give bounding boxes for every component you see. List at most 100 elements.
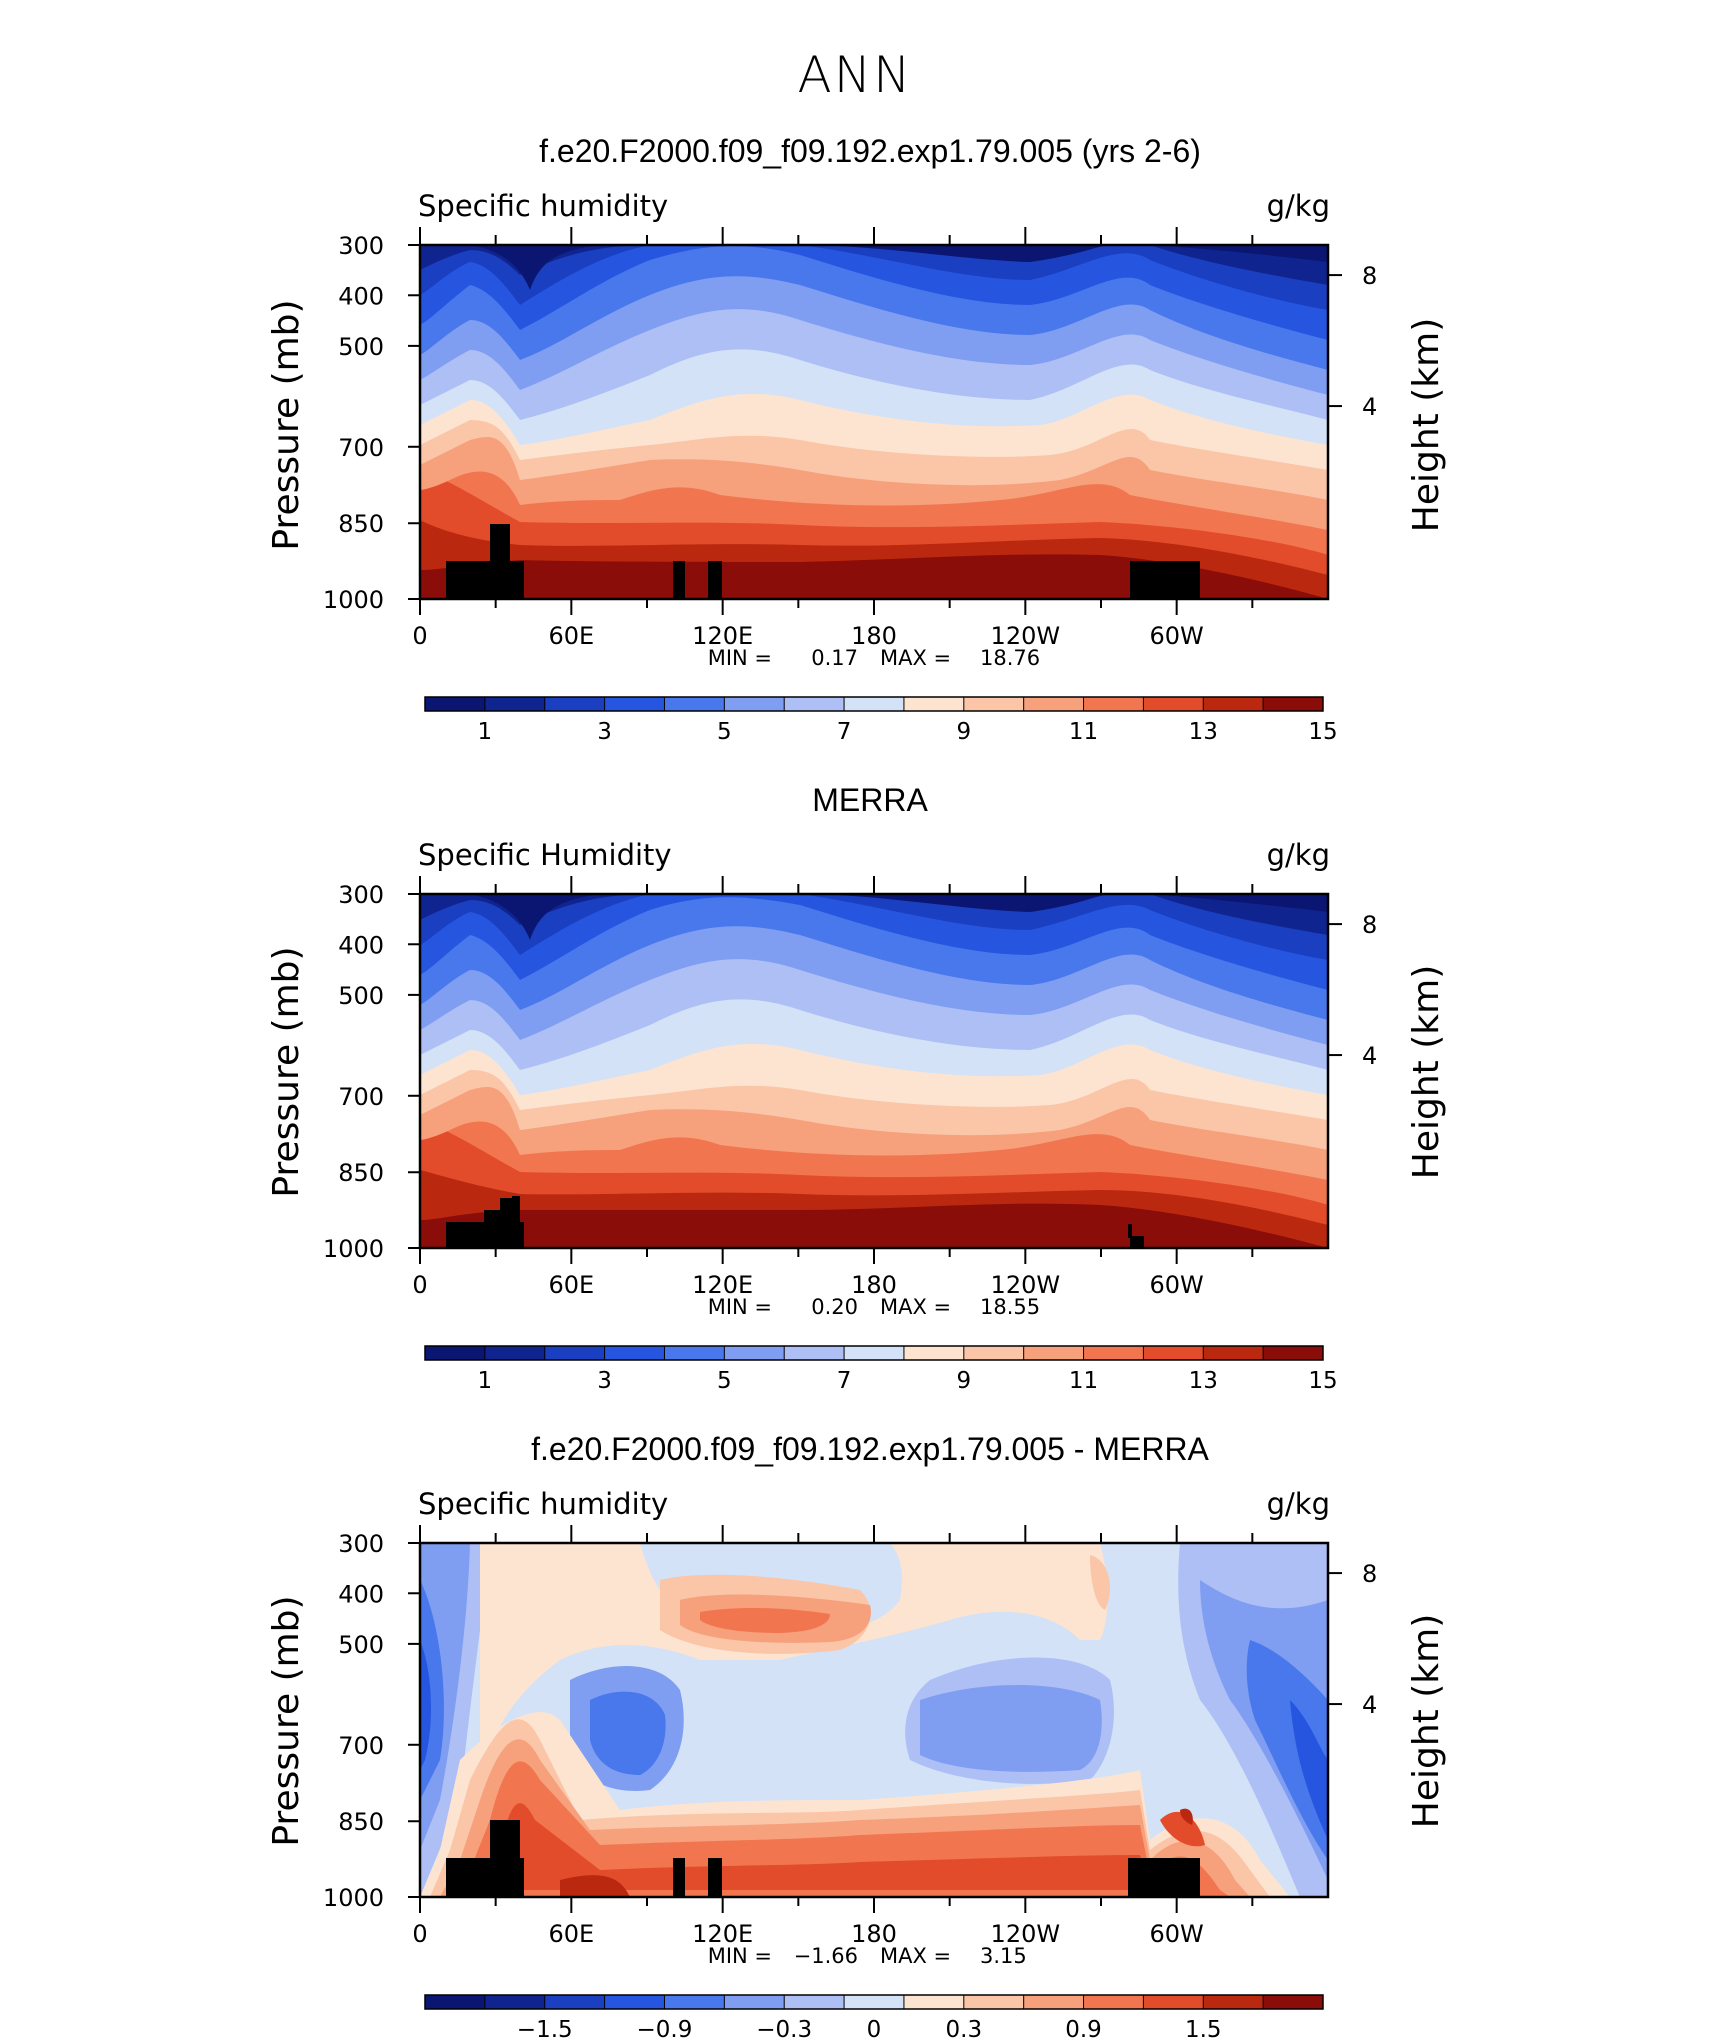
colorbar-label: 15 — [1308, 1368, 1337, 1394]
min-label: MIN = — [708, 646, 772, 670]
colorbar-swatch — [544, 1995, 606, 2009]
x-tick-label: 60W — [1150, 1271, 1204, 1299]
colorbar-swatch — [1203, 697, 1264, 711]
y-tick-label: 850 — [338, 1159, 384, 1187]
colorbar-label: 9 — [956, 1368, 971, 1394]
colorbar-label: 7 — [837, 1368, 852, 1394]
colorbar-swatch — [844, 1995, 905, 2009]
colorbar-label: 1 — [478, 1368, 493, 1394]
x-tick-label: 60E — [548, 622, 594, 650]
heatmap-field — [418, 243, 1330, 601]
terrain-block — [446, 561, 524, 599]
colorbar-label: −1.5 — [517, 2017, 573, 2038]
x-tick-label: 180 — [851, 622, 897, 650]
colorbar-swatch — [604, 1346, 665, 1360]
colorbar-swatch — [1263, 1995, 1324, 2009]
colorbar-swatch — [484, 697, 546, 711]
colorbar-label: 0.3 — [946, 2017, 983, 2038]
colorbar-swatch — [724, 1995, 785, 2009]
terrain-block — [446, 1858, 524, 1897]
y-tick-label: 1000 — [323, 586, 384, 614]
colorbar-swatch — [844, 1346, 905, 1360]
y-tick-label: 850 — [338, 510, 384, 538]
x-tick-label: 120W — [991, 1271, 1061, 1299]
height-tick-label: 8 — [1362, 1560, 1377, 1588]
unit-label: g/kg — [1267, 838, 1330, 872]
colorbar-swatch — [544, 697, 606, 711]
height-tick-label: 8 — [1362, 911, 1377, 939]
x-tick-label: 180 — [851, 1271, 897, 1299]
y-tick-label: 300 — [338, 1530, 384, 1558]
max-value: 18.76 — [980, 646, 1040, 670]
colorbar-label: 7 — [837, 719, 852, 745]
colorbar-label: 3 — [597, 1368, 612, 1394]
terrain-block — [490, 524, 510, 564]
terrain-block — [708, 1858, 722, 1897]
x-tick-label: 120W — [991, 1920, 1061, 1948]
pressure-axis-title: Pressure (mb) — [266, 299, 307, 550]
colorbar-swatch — [1023, 1346, 1085, 1360]
x-tick-label: 60W — [1150, 622, 1204, 650]
x-tick-label: 120E — [692, 622, 753, 650]
heatmap-field — [418, 1541, 1330, 1899]
colorbar-label: 0 — [867, 2017, 882, 2038]
y-tick-label: 400 — [338, 1580, 384, 1608]
max-value: 18.55 — [980, 1295, 1040, 1319]
panel-1: f.e20.F2000.f09_f09.192.exp1.79.005 (yrs… — [266, 133, 1447, 745]
colorbar-swatch — [1203, 1346, 1264, 1360]
colorbar-swatch — [664, 1995, 725, 2009]
terrain-block — [708, 561, 722, 599]
unit-label: g/kg — [1267, 1487, 1330, 1521]
x-tick-label: 120E — [692, 1920, 753, 1948]
variable-label: Specific humidity — [418, 1487, 668, 1521]
colorbar-label: 1.5 — [1185, 2017, 1222, 2038]
terrain-block — [673, 561, 685, 599]
x-tick-label: 60E — [548, 1271, 594, 1299]
colorbar-label: 5 — [717, 719, 732, 745]
y-tick-label: 500 — [338, 1631, 384, 1659]
unit-label: g/kg — [1267, 189, 1330, 223]
colorbar-swatch — [1143, 697, 1204, 711]
colorbar-swatch — [963, 697, 1025, 711]
max-label: MAX = — [880, 1944, 951, 1968]
height-tick-label: 8 — [1362, 262, 1377, 290]
colorbar-label: 5 — [717, 1368, 732, 1394]
colorbar-swatch — [544, 1346, 606, 1360]
height-axis-title: Height (km) — [1406, 318, 1447, 532]
panel-title: f.e20.F2000.f09_f09.192.exp1.79.005 - ME… — [531, 1431, 1209, 1467]
colorbar-swatch — [604, 1995, 665, 2009]
colorbar-swatch — [664, 1346, 725, 1360]
heatmap-field — [418, 892, 1330, 1250]
field-band — [420, 894, 1328, 990]
colorbar-label: 13 — [1189, 719, 1218, 745]
height-tick-label: 4 — [1362, 1691, 1377, 1719]
colorbar-swatch — [784, 1346, 845, 1360]
terrain-block — [490, 1820, 520, 1860]
panel-title: MERRA — [812, 782, 928, 818]
pressure-axis-title: Pressure (mb) — [266, 946, 307, 1197]
terrain-block — [1128, 1858, 1200, 1897]
field-band — [590, 1691, 666, 1775]
colorbar-swatch — [484, 1346, 546, 1360]
colorbar-swatch — [484, 1995, 546, 2009]
y-tick-label: 700 — [338, 1083, 384, 1111]
colorbar-label: 15 — [1308, 719, 1337, 745]
colorbar-label: −0.9 — [637, 2017, 693, 2038]
terrain-block — [512, 1196, 520, 1224]
x-tick-label: 0 — [412, 622, 427, 650]
colorbar-swatch — [1083, 697, 1144, 711]
colorbar-swatch — [1143, 1346, 1204, 1360]
colorbar-swatch — [903, 697, 965, 711]
height-axis-title: Height (km) — [1406, 965, 1447, 1179]
y-tick-label: 400 — [338, 282, 384, 310]
colorbar-swatch — [963, 1995, 1025, 2009]
x-tick-label: 0 — [412, 1920, 427, 1948]
page-title: ANN — [797, 46, 912, 104]
terrain-block — [1128, 1224, 1132, 1238]
colorbar-swatch — [724, 697, 785, 711]
variable-label: Specific humidity — [418, 189, 668, 223]
y-tick-label: 1000 — [323, 1884, 384, 1912]
terrain-block — [1130, 1236, 1144, 1248]
min-value: −1.66 — [794, 1944, 858, 1968]
